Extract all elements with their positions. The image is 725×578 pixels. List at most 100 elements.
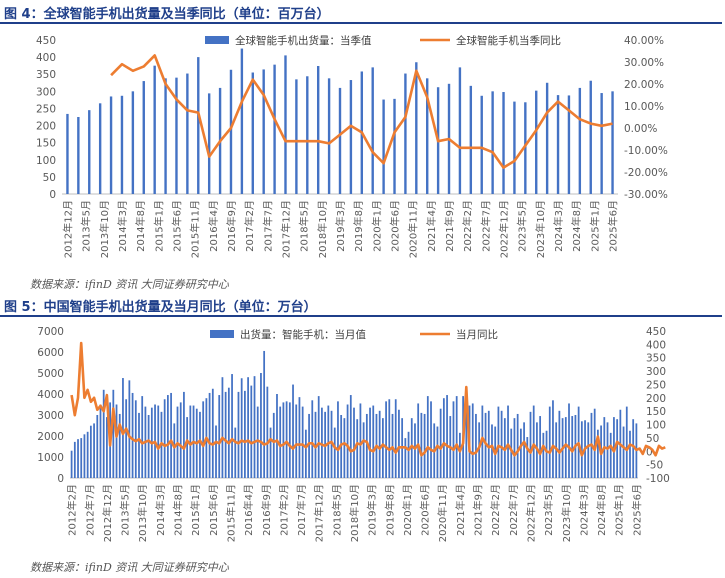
y-right-tick-label: -100 xyxy=(646,473,670,485)
shipment-bar xyxy=(240,48,244,194)
y-left-tick-label: 4000 xyxy=(37,389,64,401)
shipment-bar xyxy=(622,426,625,478)
x-tick-label: 2020年1月 xyxy=(401,484,414,536)
shipment-bar xyxy=(491,91,494,194)
x-tick-label: 2023年5月 xyxy=(542,484,555,536)
shipment-bar xyxy=(197,57,200,194)
shipment-bar xyxy=(106,417,108,478)
shipment-bar xyxy=(513,418,516,478)
shipment-bar xyxy=(122,378,124,478)
shipment-bar xyxy=(207,93,211,194)
shipment-bar xyxy=(211,388,214,478)
x-tick-label: 2023年10月 xyxy=(534,200,547,258)
shipment-bar xyxy=(77,439,79,478)
shipment-bar xyxy=(231,374,233,478)
shipment-bar xyxy=(166,395,169,478)
shipment-bar xyxy=(578,87,582,194)
shipment-bar xyxy=(234,427,237,478)
x-tick-label: 2016年4月 xyxy=(242,484,255,536)
shipment-bar xyxy=(131,392,134,478)
y-right-tick-label: 300 xyxy=(646,366,666,378)
shipment-bar xyxy=(580,421,583,478)
shipment-bar xyxy=(93,423,95,478)
shipment-bar xyxy=(221,377,224,478)
x-tick-label: 2017年7月 xyxy=(261,200,274,252)
shipment-bar xyxy=(523,422,525,478)
y-left-tick-label: 7000 xyxy=(37,326,64,338)
shipment-bar xyxy=(415,62,418,194)
x-tick-label: 2025年1月 xyxy=(588,200,601,252)
x-tick-label: 2024年3月 xyxy=(577,484,590,536)
shipment-bar xyxy=(545,82,549,194)
shipment-bar xyxy=(539,416,542,478)
shipment-bar xyxy=(317,396,320,478)
figure-5-title-rule xyxy=(0,315,722,317)
shipment-bar xyxy=(112,389,115,478)
shipment-bar xyxy=(244,390,246,478)
y-left-tick-label: 0 xyxy=(57,473,64,485)
shipment-bar xyxy=(356,419,359,478)
shipment-bar xyxy=(407,431,410,478)
shipment-bar xyxy=(250,385,253,478)
shipment-bar xyxy=(484,412,487,478)
x-tick-label: 2014年8月 xyxy=(134,200,147,252)
y-right-tick-label: 50 xyxy=(646,433,659,445)
x-tick-label: 2019年8月 xyxy=(352,200,365,252)
shipment-bar xyxy=(80,438,83,478)
shipment-bar xyxy=(343,418,346,478)
legend-line-label: 当月同比 xyxy=(456,328,498,341)
shipment-bar xyxy=(597,429,599,478)
shipment-bar xyxy=(417,403,420,478)
y-right-tick-label: -20.00% xyxy=(624,167,668,179)
shipment-bar xyxy=(423,413,426,478)
x-tick-label: 2014年8月 xyxy=(172,484,185,536)
shipment-bar xyxy=(552,400,554,478)
y-left-tick-label: 5000 xyxy=(37,368,64,380)
shipment-bar xyxy=(548,406,551,478)
y-right-tick-label: 350 xyxy=(646,353,666,365)
shipment-bar xyxy=(469,85,473,194)
x-tick-label: 2025年6月 xyxy=(630,484,643,536)
shipment-bar xyxy=(359,403,362,478)
x-tick-label: 2021年4月 xyxy=(425,200,438,252)
shipment-bar xyxy=(349,80,353,194)
shipment-bar xyxy=(218,395,221,478)
x-tick-label: 2019年3月 xyxy=(334,200,347,252)
shipment-bar xyxy=(571,416,574,478)
x-tick-label: 2015年1月 xyxy=(152,200,165,252)
x-tick-label: 2022年7月 xyxy=(479,200,492,252)
shipment-bar xyxy=(86,431,89,478)
shipment-bar xyxy=(227,387,230,478)
shipment-bar xyxy=(545,430,548,478)
shipment-bar xyxy=(327,78,331,194)
shipment-bar xyxy=(513,101,516,194)
x-tick-label: 2020年6月 xyxy=(419,484,432,536)
x-tick-label: 2019年8月 xyxy=(383,484,396,536)
shipment-bar xyxy=(141,396,144,478)
x-tick-label: 2019年3月 xyxy=(366,484,379,536)
shipment-bar xyxy=(629,430,631,478)
shipment-bar xyxy=(410,418,413,478)
shipment-bar xyxy=(420,412,423,478)
shipment-bar xyxy=(179,402,182,478)
shipment-bar xyxy=(269,427,272,478)
x-tick-label: 2020年11月 xyxy=(407,200,420,258)
x-tick-label: 2014年3月 xyxy=(154,484,167,536)
x-tick-label: 2015年1月 xyxy=(189,484,202,536)
shipment-bar xyxy=(260,373,262,478)
shipment-bar xyxy=(240,378,243,478)
x-tick-label: 2018年10月 xyxy=(316,200,329,258)
shipment-bar xyxy=(430,401,432,478)
figure-4-title-rule xyxy=(0,22,722,24)
shipment-bar xyxy=(115,404,118,478)
legend-line-label: 全球智能手机当季同比 xyxy=(456,34,561,47)
x-tick-label: 2015年6月 xyxy=(207,484,220,536)
shipment-bar xyxy=(304,429,307,478)
shipment-bar xyxy=(295,404,298,478)
shipment-bar xyxy=(442,398,445,478)
shipment-bar xyxy=(128,380,131,478)
shipment-bar xyxy=(455,396,458,478)
y-right-tick-label: 150 xyxy=(646,406,666,418)
shipment-bar xyxy=(186,417,189,478)
shipment-bar xyxy=(510,428,513,478)
